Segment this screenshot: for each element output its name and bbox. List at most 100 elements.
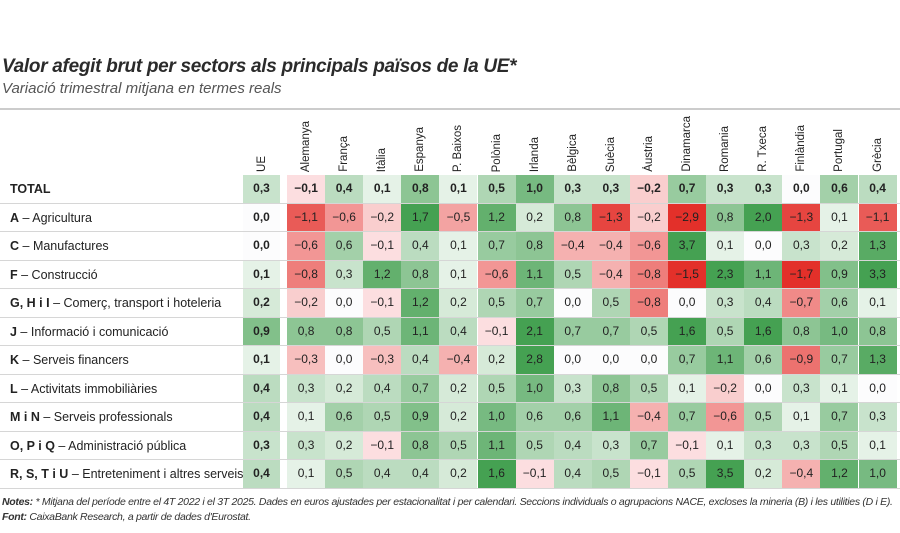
heatmap-cell: 0,3 (243, 431, 280, 459)
heatmap-cell: 0,4 (439, 317, 478, 345)
heatmap-cell: 0,0 (744, 232, 783, 260)
row-label: J – Informació i comunicació (10, 324, 169, 339)
column-header: Bèlgica (554, 112, 592, 172)
heatmap-cell: 0,7 (401, 374, 440, 402)
heatmap-cell: −0,2 (287, 289, 326, 317)
heatmap-cell: 0,0 (629, 346, 668, 374)
heatmap-cell: 0,2 (439, 403, 478, 431)
column-header: Àustria (630, 112, 668, 172)
row-code: F (10, 267, 18, 282)
heatmap-cell: 0,7 (668, 346, 707, 374)
heatmap-cell: 0,0 (325, 289, 364, 317)
heatmap-cell: −1,1 (287, 203, 326, 231)
heatmap-cell: 0,5 (325, 460, 364, 488)
heatmap-cell: 2,1 (515, 317, 554, 345)
column-header: Grècia (859, 112, 897, 172)
heatmap-cell: −0,2 (629, 175, 668, 203)
row-label: TOTAL (10, 175, 51, 203)
heatmap-cell: 0,9 (401, 403, 440, 431)
heatmap-cell: 0,4 (243, 460, 280, 488)
source-label: Font: (2, 511, 27, 523)
table-row: A – Agricultura 0,0 −1,1 −0,6 −0,2 1,7 −0,5 1,2… (0, 203, 900, 232)
heatmap-cell: 0,9 (820, 260, 859, 288)
heatmap-cell: −0,1 (363, 232, 402, 260)
heatmap-cell: 1,2 (363, 260, 402, 288)
heatmap-cell: 0,0 (553, 346, 592, 374)
column-header: R. Txeca (744, 112, 782, 172)
row-label: L – Activitats immobiliàries (10, 381, 158, 396)
row-name: Activitats immobiliàries (30, 381, 158, 396)
heatmap-cell: 1,3 (858, 346, 897, 374)
heatmap-cell: 0,5 (477, 175, 516, 203)
heatmap-cell: 0,6 (553, 403, 592, 431)
heatmap-cell: −0,9 (782, 346, 821, 374)
heatmap-cell: −1,3 (591, 203, 630, 231)
heatmap-cell: 0,7 (668, 403, 707, 431)
column-header: França (325, 112, 363, 172)
heatmap-cell: 0,1 (243, 260, 280, 288)
heatmap-cell: −0,2 (629, 203, 668, 231)
heatmap-cell: 1,1 (591, 403, 630, 431)
heatmap-cell: 0,5 (553, 260, 592, 288)
table-row: G, H i I – Comerç, transport i hoteleria… (0, 289, 900, 318)
heatmap-cell: 0,4 (401, 460, 440, 488)
heatmap-cell: 1,2 (477, 203, 516, 231)
column-header-label: R. Txeca (757, 126, 770, 172)
heatmap-cell: 0,8 (401, 260, 440, 288)
heatmap-cell: 1,1 (401, 317, 440, 345)
heatmap-cell: 0,4 (363, 374, 402, 402)
column-header: Irlanda (516, 112, 554, 172)
column-header: UE (243, 112, 281, 172)
heatmap-cell: 0,3 (287, 431, 326, 459)
heatmap-cell: 0,3 (706, 289, 745, 317)
heatmap-cell: 0,1 (706, 232, 745, 260)
heatmap-cell: 0,3 (782, 431, 821, 459)
chart-subtitle: Variació trimestral mitjana en termes re… (2, 80, 282, 97)
heatmap-cell: 0,9 (243, 317, 280, 345)
row-name: Serveis financers (32, 353, 129, 367)
heatmap-cell: 0,3 (591, 175, 630, 203)
heatmap-cell: 0,6 (325, 403, 364, 431)
row-label: F – Construcció (10, 267, 98, 282)
column-header: Suècia (592, 112, 630, 172)
row-label: R, S, T i U – Entreteniment i altres ser… (10, 467, 244, 481)
row-code: O, P i Q (10, 438, 55, 453)
heatmap-cell: 0,4 (858, 175, 897, 203)
heatmap-cell: 0,2 (439, 374, 478, 402)
heatmap-cell: 0,0 (668, 289, 707, 317)
heatmap-cell: 0,8 (401, 175, 440, 203)
heatmap-cell: 0,0 (553, 289, 592, 317)
heatmap-cell: 0,7 (820, 346, 859, 374)
heatmap-cell: 2,3 (706, 260, 745, 288)
heatmap-cell: 0,2 (515, 203, 554, 231)
column-header-label: Suècia (604, 136, 617, 172)
heatmap-cell: 0,1 (363, 175, 402, 203)
column-header-label: Àustria (642, 136, 655, 172)
heatmap-cell: 0,3 (858, 403, 897, 431)
notes-label: Notes: (2, 496, 33, 508)
row-code: K (10, 353, 20, 367)
heatmap-cell: 0,4 (744, 289, 783, 317)
row-name: Agricultura (32, 210, 92, 225)
heatmap-cell: 0,4 (363, 460, 402, 488)
heatmap-cell: −0,2 (363, 203, 402, 231)
heatmap-cell: 0,2 (744, 460, 783, 488)
heatmap-cell: −0,1 (668, 431, 707, 459)
row-code: TOTAL (10, 182, 51, 196)
heatmap-cell: 0,0 (325, 346, 364, 374)
column-header-label: Romania (719, 125, 732, 172)
heatmap-cell: 0,1 (706, 431, 745, 459)
heatmap-cell: −0,1 (363, 431, 402, 459)
heatmap-cell: 0,2 (325, 431, 364, 459)
heatmap-cell: 1,6 (668, 317, 707, 345)
heatmap-cell: 0,0 (243, 232, 280, 260)
heatmap-cell: 0,4 (401, 232, 440, 260)
heatmap-cell: 0,5 (477, 374, 516, 402)
row-code: M i N (10, 410, 40, 424)
heatmap-cell: 0,8 (553, 203, 592, 231)
table-row: J – Informació i comunicació 0,9 0,8 0,8 0,5… (0, 317, 900, 346)
heatmap-cell: 0,1 (858, 289, 897, 317)
heatmap-cell: −0,8 (629, 260, 668, 288)
heatmap-cell: 0,5 (629, 317, 668, 345)
heatmap-cell: 0,1 (858, 431, 897, 459)
